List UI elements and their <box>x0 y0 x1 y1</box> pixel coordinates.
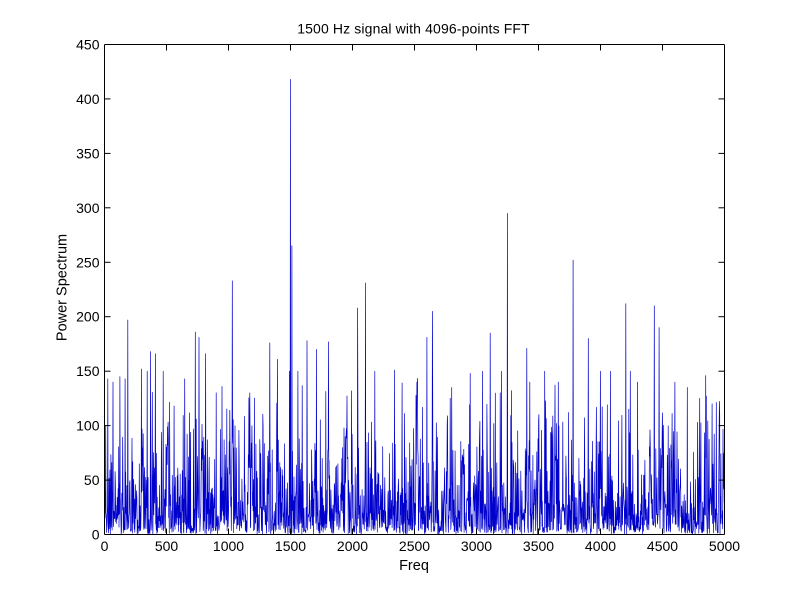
svg-text:1500: 1500 <box>275 538 306 554</box>
svg-text:400: 400 <box>76 91 100 107</box>
svg-text:0: 0 <box>101 538 109 554</box>
svg-text:Freq: Freq <box>399 558 429 574</box>
svg-text:5000: 5000 <box>709 538 740 554</box>
svg-text:0: 0 <box>92 527 100 543</box>
svg-text:4000: 4000 <box>585 538 616 554</box>
svg-text:1500 Hz signal with 4096-point: 1500 Hz signal with 4096-points FFT <box>297 21 530 37</box>
svg-text:450: 450 <box>76 37 100 53</box>
svg-text:Power Spectrum: Power Spectrum <box>55 234 71 341</box>
svg-text:100: 100 <box>76 418 100 434</box>
svg-text:500: 500 <box>155 538 179 554</box>
svg-text:2000: 2000 <box>337 538 368 554</box>
svg-text:1000: 1000 <box>213 538 244 554</box>
svg-text:2500: 2500 <box>399 538 430 554</box>
svg-text:4500: 4500 <box>647 538 678 554</box>
svg-text:200: 200 <box>76 309 100 325</box>
svg-text:3500: 3500 <box>523 538 554 554</box>
svg-text:3000: 3000 <box>461 538 492 554</box>
svg-text:150: 150 <box>76 363 100 379</box>
svg-text:300: 300 <box>76 200 100 216</box>
svg-text:350: 350 <box>76 145 100 161</box>
svg-text:250: 250 <box>76 254 100 270</box>
svg-text:50: 50 <box>84 472 100 488</box>
